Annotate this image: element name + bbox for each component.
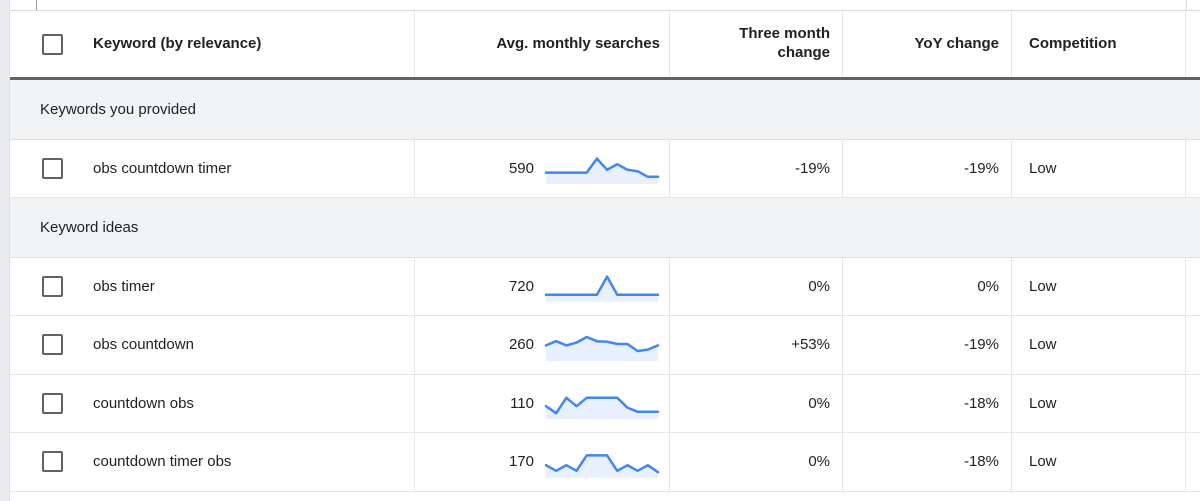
keyword-text: obs countdown <box>93 336 194 354</box>
keyword-row[interactable]: countdown obs 110 0% -18% Low <box>10 374 1200 433</box>
trend-sparkline <box>544 382 660 424</box>
three-month-change-cell: 0% <box>670 257 843 315</box>
header-cell-avg-monthly-searches: Avg. monthly searches <box>415 11 670 77</box>
competition-value: Low <box>1029 277 1057 295</box>
avg-monthly-searches-value: 110 <box>510 394 534 412</box>
competition-value: Low <box>1029 336 1057 354</box>
competition-cell: Low <box>1012 139 1186 197</box>
select-all-checkbox[interactable] <box>42 33 63 55</box>
avg-monthly-searches-cell: 720 <box>415 257 670 315</box>
competition-value: Low <box>1029 394 1057 412</box>
avg-monthly-searches-cell: 110 <box>415 374 670 432</box>
competition-cell: Low <box>1012 433 1186 491</box>
yoy-change-value: -18% <box>963 394 999 412</box>
three-month-change-value: 0% <box>808 453 830 471</box>
yoy-change-value: -19% <box>963 159 999 177</box>
overflow-cell <box>1186 258 1200 316</box>
three-month-change-value: -19% <box>794 159 830 177</box>
keyword-cell: countdown obs <box>10 374 415 432</box>
three-month-change-value: 0% <box>808 277 830 295</box>
column-header-competition[interactable]: Competition <box>1029 34 1117 52</box>
three-month-change-cell: +53% <box>670 316 843 374</box>
keyword-text: obs timer <box>93 277 155 295</box>
avg-monthly-searches-value: 260 <box>508 336 534 354</box>
toolbar-remnant <box>10 0 1200 11</box>
yoy-change-value: 0% <box>977 277 999 295</box>
keyword-row[interactable]: countdown timer obs 170 0% -18% Low <box>10 433 1200 492</box>
row-checkbox[interactable] <box>42 275 63 297</box>
yoy-change-cell: 0% <box>843 257 1012 315</box>
avg-monthly-searches-cell: 260 <box>415 316 670 374</box>
yoy-change-cell: -19% <box>843 139 1012 197</box>
competition-value: Low <box>1029 159 1057 177</box>
section-label: Keyword ideas <box>40 218 139 236</box>
column-guide-tick <box>36 0 37 10</box>
keyword-row[interactable]: obs countdown timer 590 -19% -19% Low <box>10 139 1200 198</box>
partial-next-row <box>10 491 1200 501</box>
competition-cell: Low <box>1012 316 1186 374</box>
overflow-cell <box>1186 433 1200 491</box>
three-month-change-cell: 0% <box>670 433 843 491</box>
three-month-change-cell: -19% <box>670 139 843 197</box>
three-month-change-cell: 0% <box>670 374 843 432</box>
row-checkbox[interactable] <box>42 334 63 356</box>
section-header-row: Keywords you provided <box>10 80 1200 140</box>
avg-monthly-searches-value: 720 <box>508 277 534 295</box>
yoy-change-cell: -19% <box>843 316 1012 374</box>
column-header-avg-monthly-searches[interactable]: Avg. monthly searches <box>496 34 660 52</box>
avg-monthly-searches-value: 590 <box>508 159 534 177</box>
trend-sparkline <box>544 441 660 483</box>
overflow-cell <box>1186 375 1200 433</box>
header-cell-overflow <box>1186 11 1200 77</box>
yoy-change-value: -18% <box>963 453 999 471</box>
keyword-text: obs countdown timer <box>93 159 232 177</box>
yoy-change-cell: -18% <box>843 374 1012 432</box>
three-month-change-value: 0% <box>808 394 830 412</box>
competition-value: Low <box>1029 453 1057 471</box>
overflow-cell <box>1186 140 1200 198</box>
row-checkbox[interactable] <box>42 157 63 179</box>
keyword-cell: obs timer <box>10 257 415 315</box>
keyword-row[interactable]: obs timer 720 0% 0% Low <box>10 257 1200 316</box>
competition-cell: Low <box>1012 257 1186 315</box>
yoy-change-value: -19% <box>963 336 999 354</box>
trend-sparkline <box>544 324 660 366</box>
trend-sparkline <box>544 147 660 189</box>
header-cell-competition: Competition <box>1012 11 1186 77</box>
yoy-change-cell: -18% <box>843 433 1012 491</box>
keyword-cell: countdown timer obs <box>10 433 415 491</box>
row-checkbox[interactable] <box>42 392 63 414</box>
overflow-cell <box>1186 316 1200 374</box>
avg-monthly-searches-cell: 590 <box>415 139 670 197</box>
trend-sparkline <box>544 265 660 307</box>
competition-cell: Low <box>1012 374 1186 432</box>
keyword-cell: obs countdown <box>10 316 415 374</box>
section-label: Keywords you provided <box>40 100 196 118</box>
three-month-change-value: +53% <box>791 336 830 354</box>
header-cell-keyword: Keyword (by relevance) <box>10 11 415 77</box>
avg-monthly-searches-cell: 170 <box>415 433 670 491</box>
table-body: Keywords you provided obs countdown time… <box>10 80 1200 492</box>
table-header: Keyword (by relevance) Avg. monthly sear… <box>10 11 1200 80</box>
keyword-text: countdown timer obs <box>93 453 232 471</box>
column-header-three-month-change[interactable]: Three month change <box>739 25 830 61</box>
header-cell-three-month-change: Three month change <box>670 11 843 77</box>
section-header-row: Keyword ideas <box>10 198 1200 258</box>
keyword-ideas-table: Keyword (by relevance) Avg. monthly sear… <box>10 0 1200 501</box>
keyword-cell: obs countdown timer <box>10 139 415 197</box>
column-header-yoy-change[interactable]: YoY change <box>914 34 999 52</box>
avg-monthly-searches-value: 170 <box>508 453 534 471</box>
column-guide-tick <box>1186 0 1187 10</box>
row-checkbox[interactable] <box>42 451 63 473</box>
column-header-keyword[interactable]: Keyword (by relevance) <box>93 34 262 52</box>
keyword-row[interactable]: obs countdown 260 +53% -19% Low <box>10 316 1200 375</box>
keyword-text: countdown obs <box>93 394 194 412</box>
page-background-strip <box>0 0 10 501</box>
header-cell-yoy-change: YoY change <box>843 11 1012 77</box>
